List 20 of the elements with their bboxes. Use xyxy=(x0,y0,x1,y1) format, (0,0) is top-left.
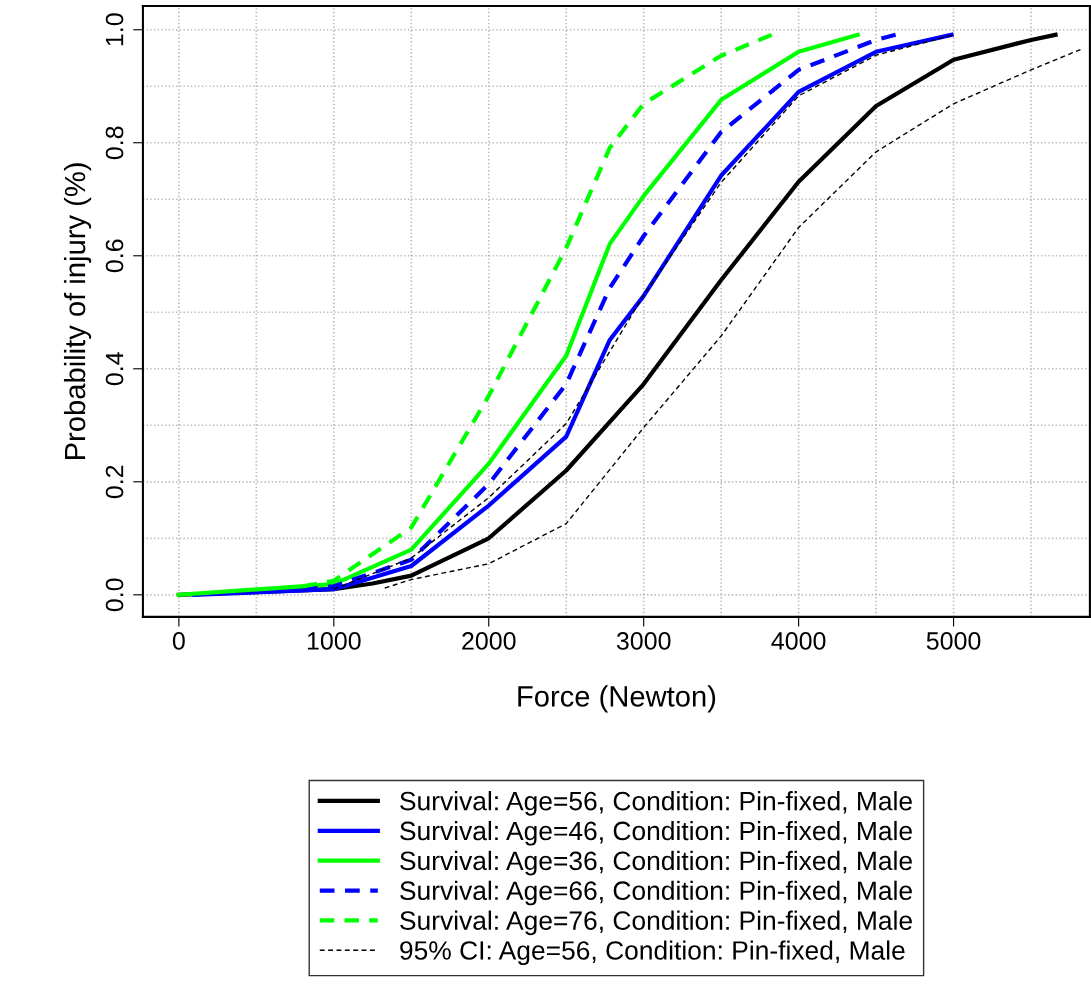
x-tick-label: 4000 xyxy=(771,632,826,650)
y-tick-label: 1.0 xyxy=(105,13,124,46)
y-tick-label: 0.4 xyxy=(105,352,124,386)
legend-label: Survival: Age=46, Condition: Pin-fixed, Male xyxy=(400,820,912,846)
x-tick-label: 2000 xyxy=(462,632,516,650)
y-tick-label: 0.8 xyxy=(105,126,124,160)
x-axis-title: Force (Newton) xyxy=(518,685,716,713)
y-tick-label: 0.6 xyxy=(105,239,124,273)
legend-label: Survival: Age=36, Condition: Pin-fixed, Male xyxy=(400,850,912,876)
x-tick-label: 1000 xyxy=(307,632,361,650)
legend-label: Survival: Age=56, Condition: Pin-fixed, Male xyxy=(400,791,912,816)
legend-label: Survival: Age=76, Condition: Pin-fixed, Male xyxy=(400,910,912,936)
x-tick-label: 3000 xyxy=(616,632,671,650)
legend-label: Survival: Age=66, Condition: Pin-fixed, Male xyxy=(400,880,912,906)
x-tick-label: 0 xyxy=(172,632,185,650)
legend-label: 95% CI: Age=56, Condition: Pin-fixed, Male xyxy=(400,940,905,966)
y-tick-label: 0.0 xyxy=(105,578,124,612)
y-axis-title: Probability of injury (%) xyxy=(63,163,92,459)
y-tick-label: 0.2 xyxy=(105,465,124,499)
x-tick-label: 5000 xyxy=(926,632,981,650)
